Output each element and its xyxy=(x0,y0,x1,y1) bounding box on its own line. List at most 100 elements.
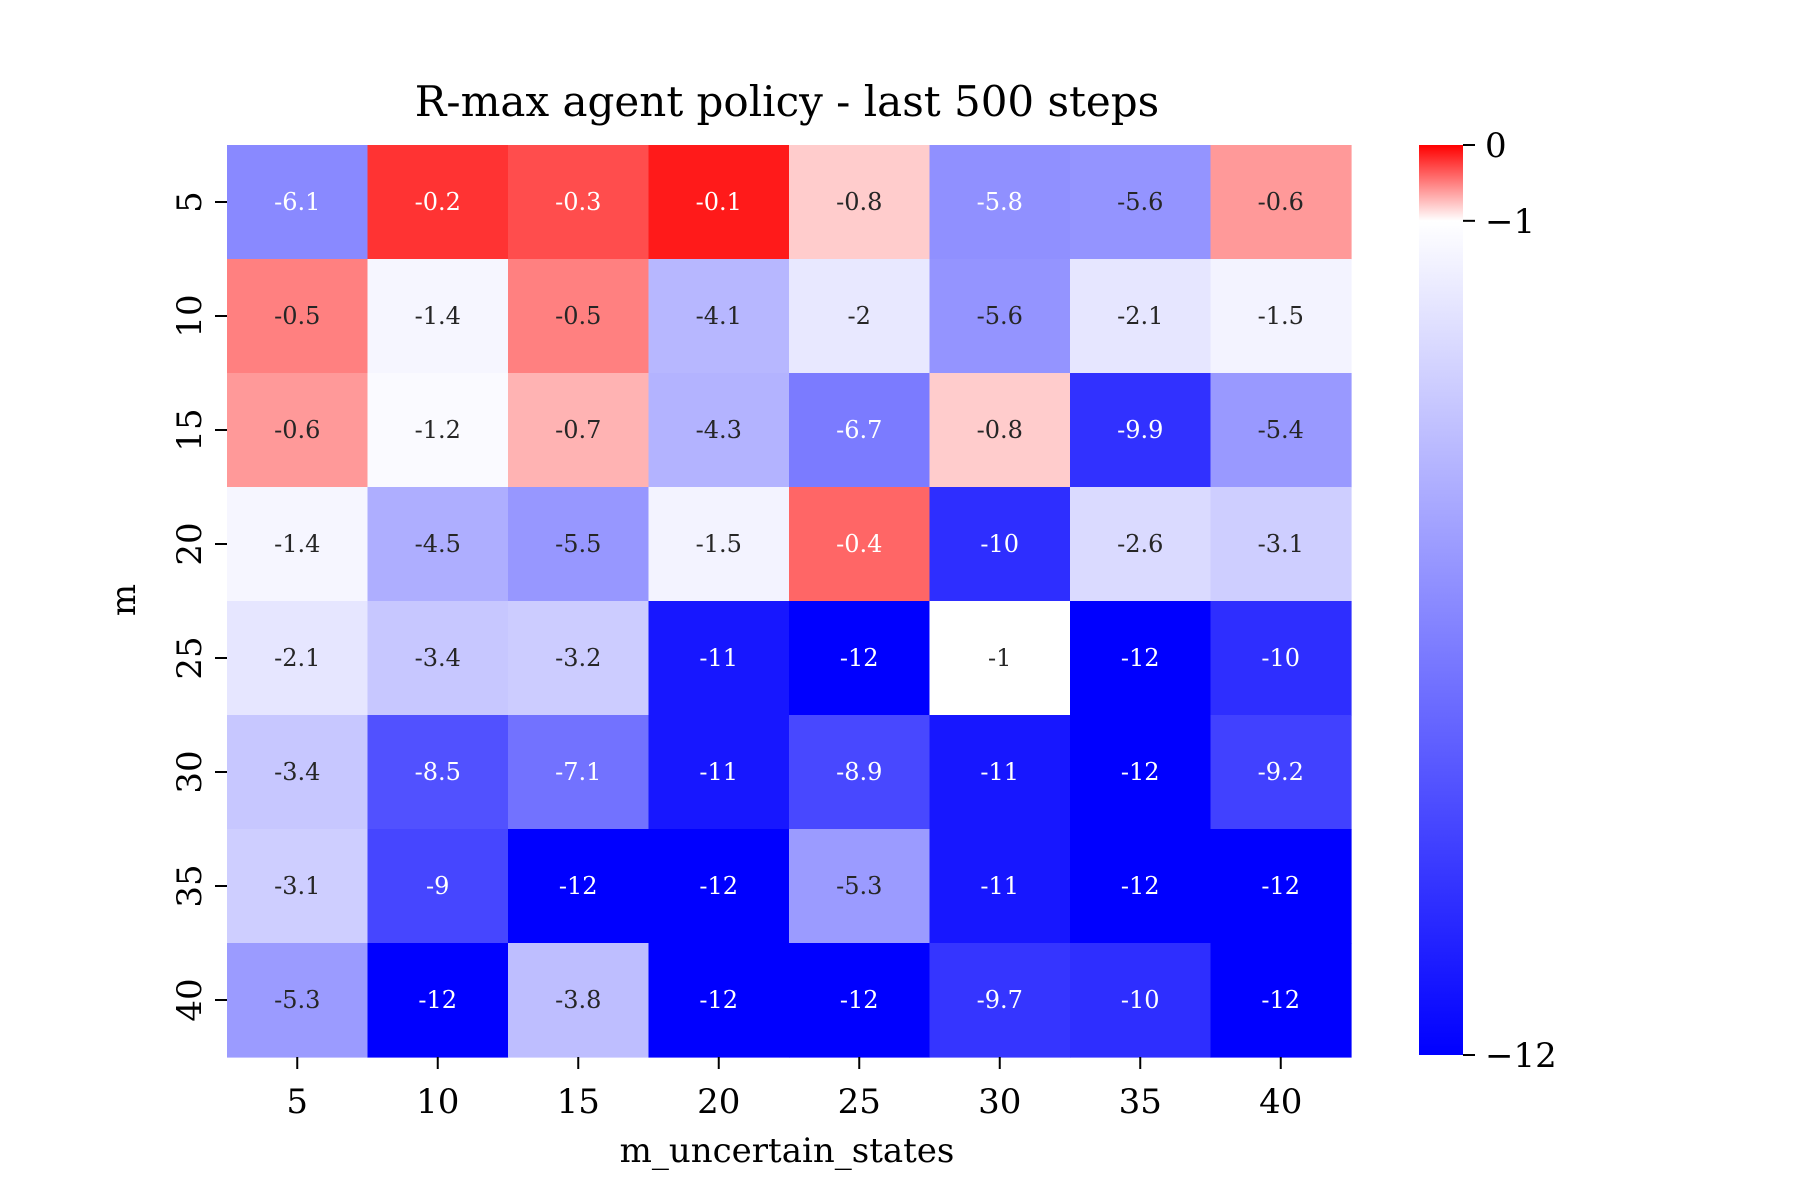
y-tick-label: 15 xyxy=(170,408,210,451)
y-tick-label: 25 xyxy=(170,636,210,679)
cell-value-label: -9.2 xyxy=(1258,758,1304,786)
heatmap-cell xyxy=(367,259,509,374)
chart-title: R-max agent policy - last 500 steps xyxy=(415,77,1159,126)
cell-value-label: -0.7 xyxy=(555,416,601,444)
heatmap-cell xyxy=(789,487,931,602)
heatmap-cell xyxy=(648,373,790,488)
cell-value-label: -6.7 xyxy=(836,416,882,444)
cell-value-label: -12 xyxy=(699,986,738,1014)
cell-value-label: -4.5 xyxy=(415,530,461,558)
heatmap-cell xyxy=(367,715,509,830)
heatmap-cell xyxy=(367,943,509,1058)
heatmap-cell xyxy=(508,943,650,1058)
heatmap-cell xyxy=(929,943,1071,1058)
cell-value-label: -12 xyxy=(840,986,879,1014)
heatmap-cell xyxy=(1070,601,1212,716)
heatmap-cell xyxy=(1070,259,1212,374)
x-tick-label: 25 xyxy=(838,1082,881,1122)
cell-value-label: -11 xyxy=(980,758,1019,786)
cell-value-label: -5.6 xyxy=(977,302,1023,330)
colorbar-ticks: 0 −1 −12 xyxy=(1463,126,1557,1076)
heatmap-cell xyxy=(929,829,1071,944)
cell-value-label: -8.5 xyxy=(415,758,461,786)
cell-value-label: -12 xyxy=(699,872,738,900)
cell-value-label: -9.7 xyxy=(977,986,1023,1014)
cell-value-label: -11 xyxy=(699,758,738,786)
x-axis-label: m_uncertain_states xyxy=(620,1131,955,1171)
cell-value-label: -3.1 xyxy=(1258,530,1304,558)
heatmap-cell xyxy=(789,715,931,830)
heatmap-cell xyxy=(648,715,790,830)
heatmap-cell xyxy=(648,601,790,716)
cell-value-label: -0.4 xyxy=(836,530,882,558)
x-tick-label: 10 xyxy=(416,1082,459,1122)
cell-value-label: -2.1 xyxy=(274,644,320,672)
heatmap-cell xyxy=(508,601,650,716)
heatmap-cell xyxy=(367,145,509,260)
heatmap-cell xyxy=(929,715,1071,830)
heatmap-cell xyxy=(227,715,369,830)
cell-value-label: -11 xyxy=(980,872,1019,900)
heatmap-cell xyxy=(1210,715,1352,830)
cell-value-label: -10 xyxy=(1261,644,1300,672)
cell-value-label: -5.3 xyxy=(274,986,320,1014)
x-tick-label: 20 xyxy=(697,1082,740,1122)
heatmap-cell xyxy=(367,373,509,488)
y-axis-label: m xyxy=(104,584,144,616)
cell-value-label: -0.8 xyxy=(977,416,1023,444)
heatmap-cell xyxy=(1210,601,1352,716)
y-tick-label: 30 xyxy=(170,750,210,793)
cell-value-label: -3.1 xyxy=(274,872,320,900)
y-tick-label: 40 xyxy=(170,978,210,1021)
cell-value-label: -0.2 xyxy=(415,188,461,216)
heatmap-cell xyxy=(1070,829,1212,944)
x-tick-label: 40 xyxy=(1259,1082,1302,1122)
heatmap-cell xyxy=(929,487,1071,602)
cell-value-label: -5.5 xyxy=(555,530,601,558)
cell-value-label: -3.2 xyxy=(555,644,601,672)
heatmap-cell xyxy=(648,145,790,260)
heatmap-cell xyxy=(227,829,369,944)
cell-value-label: -0.5 xyxy=(555,302,601,330)
heatmap-cell xyxy=(508,829,650,944)
cell-value-label: -5.8 xyxy=(977,188,1023,216)
heatmap-cell xyxy=(929,601,1071,716)
colorbar xyxy=(1419,145,1463,1055)
cell-value-label: -0.6 xyxy=(1258,188,1304,216)
cell-value-label: -6.1 xyxy=(274,188,320,216)
cell-value-label: -10 xyxy=(1121,986,1160,1014)
cell-value-label: -1.2 xyxy=(415,416,461,444)
cell-value-label: -4.3 xyxy=(696,416,742,444)
heatmap-cell xyxy=(789,145,931,260)
heatmap-cell xyxy=(929,259,1071,374)
y-tick-label: 35 xyxy=(170,864,210,907)
cell-value-label: -1.4 xyxy=(415,302,461,330)
cell-value-label: -1.5 xyxy=(696,530,742,558)
cell-value-label: -12 xyxy=(1121,758,1160,786)
x-axis-ticks: 5 10 15 20 25 30 35 40 xyxy=(286,1057,1302,1122)
heatmap-cell xyxy=(1070,943,1212,1058)
x-tick-label: 5 xyxy=(286,1082,308,1122)
cell-value-label: -2 xyxy=(848,302,871,330)
cell-value-label: -0.5 xyxy=(274,302,320,330)
heatmap-cell xyxy=(227,487,369,602)
y-tick-label: 20 xyxy=(170,522,210,565)
heatmap-cell xyxy=(508,715,650,830)
cell-value-label: -12 xyxy=(418,986,457,1014)
cell-value-label: -12 xyxy=(1121,872,1160,900)
heatmap-cell xyxy=(227,373,369,488)
x-tick-label: 30 xyxy=(978,1082,1021,1122)
heatmap-cell xyxy=(227,943,369,1058)
cell-value-label: -2.1 xyxy=(1117,302,1163,330)
cell-value-label: -0.8 xyxy=(836,188,882,216)
cell-value-label: -1.4 xyxy=(274,530,320,558)
heatmap-cell xyxy=(508,259,650,374)
cell-value-label: -2.6 xyxy=(1117,530,1163,558)
heatmap-cell xyxy=(1070,715,1212,830)
heatmap-cell xyxy=(227,601,369,716)
heatmap-cell xyxy=(789,259,931,374)
cell-value-label: -5.4 xyxy=(1258,416,1304,444)
heatmap-cell xyxy=(1070,487,1212,602)
heatmap-cell xyxy=(1210,145,1352,260)
